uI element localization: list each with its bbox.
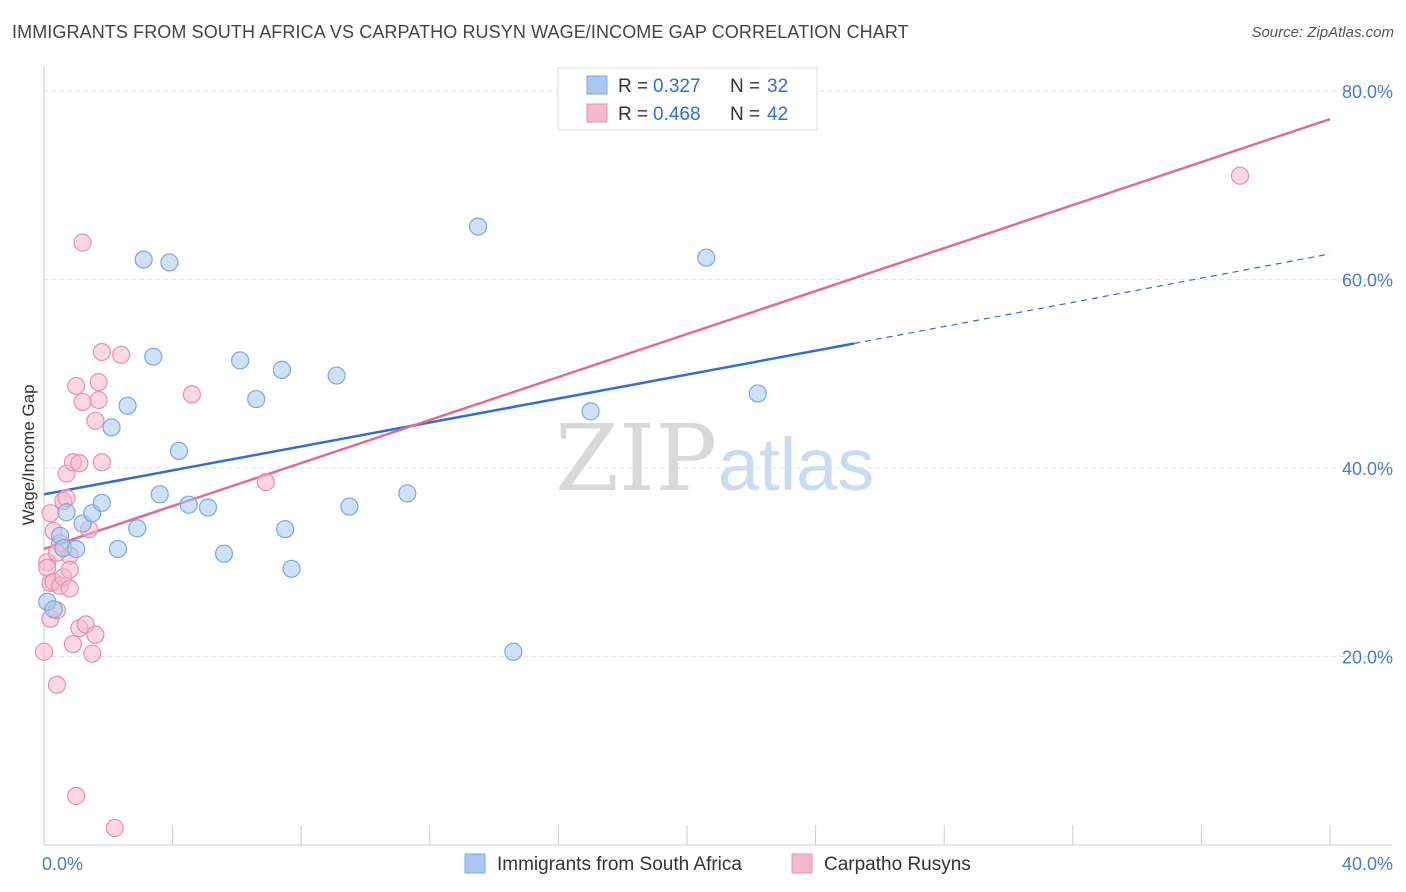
point-carpatho-rusyns-20 <box>63 635 83 654</box>
point-carpatho-rusyns-30 <box>86 411 105 430</box>
point-carpatho-rusyns-32 <box>89 373 108 392</box>
point-carpatho-rusyns-22 <box>67 786 86 806</box>
point-south-africa-4 <box>57 503 76 522</box>
series-label-carpatho-rusyns: Carpatho Rusyns <box>824 854 971 875</box>
legend-n-label-2: N = <box>730 104 760 125</box>
point-south-africa-24 <box>276 520 295 539</box>
x-tick-label-1: 40.0% <box>1342 854 1393 874</box>
series-legend: Immigrants from South Africa Carpatho Ru… <box>464 853 971 875</box>
point-carpatho-rusyns-17 <box>60 560 79 579</box>
point-south-africa-30 <box>504 642 523 661</box>
source-label: Source: ZipAtlas.com <box>1251 24 1394 41</box>
point-carpatho-rusyns-34 <box>92 453 111 472</box>
legend-r-value-1: 0.327 <box>653 76 701 97</box>
point-carpatho-rusyns-40 <box>1230 166 1250 185</box>
y-tick-label-40: 40.0% <box>1342 459 1393 479</box>
y-tick-label-20: 20.0% <box>1342 647 1393 667</box>
legend: R = 0.327 N = 32 R = 0.468 N = 42 <box>557 67 818 131</box>
point-south-africa-13 <box>134 250 153 269</box>
point-carpatho-rusyns-33 <box>89 390 108 410</box>
point-south-africa-9 <box>102 418 121 437</box>
legend-n-value-2: 42 <box>767 104 788 125</box>
y-tick-label-80: 80.0% <box>1342 82 1393 102</box>
point-carpatho-rusyns-29 <box>83 644 102 663</box>
point-south-africa-32 <box>697 248 716 267</box>
point-south-africa-33 <box>748 384 767 403</box>
point-south-africa-25 <box>282 559 301 578</box>
legend-n-label-1: N = <box>730 76 760 97</box>
point-carpatho-rusyns-35 <box>92 342 111 362</box>
axes <box>43 66 1392 846</box>
y-tick-label-60: 60.0% <box>1342 270 1393 290</box>
point-carpatho-rusyns-5 <box>41 504 60 523</box>
trend-line-south-africa <box>43 342 855 496</box>
watermark-zip: ZIP <box>555 405 717 512</box>
point-south-africa-31 <box>581 402 600 421</box>
series-swatch-south-africa <box>464 853 486 874</box>
point-carpatho-rusyns-23 <box>70 454 89 473</box>
watermark: ZIP atlas <box>555 405 874 512</box>
point-carpatho-rusyns-9 <box>47 675 66 694</box>
point-south-africa-8 <box>92 493 111 512</box>
point-carpatho-rusyns-36 <box>105 818 124 838</box>
legend-r-label-1: R = <box>618 76 648 97</box>
chart-title: IMMIGRANTS FROM SOUTH AFRICA VS CARPATHO… <box>12 22 909 42</box>
point-carpatho-rusyns-38 <box>182 385 201 404</box>
trend-line-south-africa-extrapolated <box>854 253 1331 345</box>
point-south-africa-26 <box>327 366 346 385</box>
legend-swatch-south-africa <box>586 75 608 95</box>
point-south-africa-5 <box>67 539 86 559</box>
point-south-africa-22 <box>247 390 266 409</box>
data-points <box>34 166 1250 838</box>
series-label-south-africa: Immigrants from South Africa <box>497 854 742 875</box>
point-south-africa-1 <box>44 600 63 619</box>
point-south-africa-17 <box>169 441 189 461</box>
legend-swatch-carpatho-rusyns <box>586 103 608 123</box>
series-swatch-carpatho-rusyns <box>791 853 813 874</box>
point-carpatho-rusyns-39 <box>256 472 275 492</box>
point-south-africa-19 <box>198 498 218 517</box>
legend-r-value-2: 0.468 <box>653 104 701 125</box>
y-axis-label: Wage/Income Gap <box>19 384 38 525</box>
point-carpatho-rusyns-0 <box>34 642 54 661</box>
grid <box>44 90 1392 657</box>
legend-r-label-2: R = <box>618 104 648 125</box>
point-south-africa-21 <box>231 351 250 370</box>
point-south-africa-16 <box>160 253 179 272</box>
point-south-africa-20 <box>214 544 234 563</box>
point-south-africa-10 <box>108 539 128 559</box>
point-south-africa-11 <box>118 396 137 415</box>
point-south-africa-27 <box>340 497 359 516</box>
point-south-africa-29 <box>468 217 488 236</box>
point-carpatho-rusyns-18 <box>60 579 79 598</box>
point-south-africa-18 <box>179 495 198 514</box>
tick-labels: 20.0% 40.0% 60.0% 80.0% 0.0% 40.0% <box>42 82 1393 874</box>
point-south-africa-23 <box>272 360 292 379</box>
point-south-africa-15 <box>150 485 169 504</box>
point-carpatho-rusyns-37 <box>112 345 131 364</box>
point-south-africa-28 <box>398 484 417 503</box>
point-south-africa-12 <box>128 519 147 538</box>
point-carpatho-rusyns-31 <box>86 625 105 644</box>
legend-n-value-1: 32 <box>767 76 788 97</box>
point-carpatho-rusyns-21 <box>67 376 86 396</box>
point-carpatho-rusyns-26 <box>73 392 92 412</box>
x-tick-label-0: 0.0% <box>42 854 83 874</box>
watermark-atlas: atlas <box>718 423 874 506</box>
point-carpatho-rusyns-25 <box>73 233 92 252</box>
point-south-africa-14 <box>144 347 163 366</box>
